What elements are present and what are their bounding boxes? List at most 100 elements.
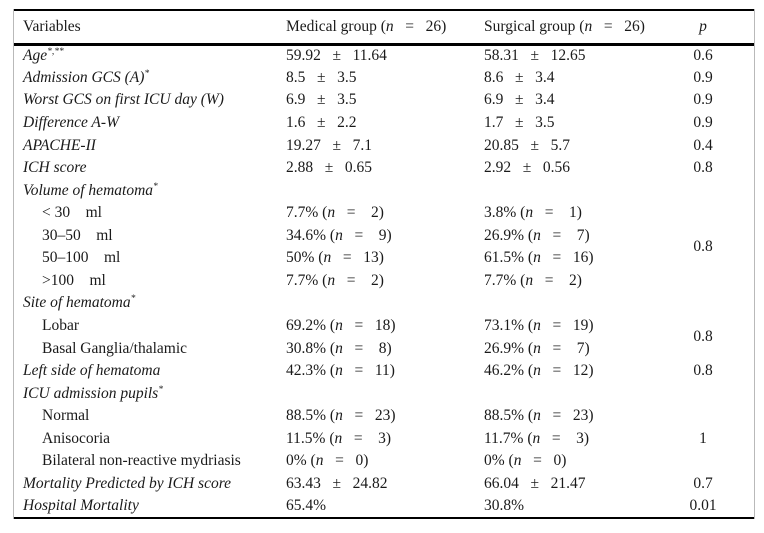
- table-row: Mortality Predicted by ICH score 63.43 ± …: [14, 473, 754, 496]
- p-value: 0.8: [693, 238, 713, 256]
- variable-label: Age*,**: [23, 46, 64, 65]
- surgical-group-value: 26.9% (n = 7): [484, 339, 590, 357]
- medical-group-value: 1.6 ± 2.2: [286, 113, 357, 131]
- table-row: Hospital Mortality 65.4% 30.8% 0.01: [14, 495, 754, 518]
- variable-label: >100 ml: [42, 271, 106, 289]
- medical-group-value: 7.7% (n = 2): [286, 271, 384, 289]
- table-row: Volume of hematoma*: [14, 179, 754, 202]
- surgical-group-value: [480, 179, 652, 202]
- col-header-p-value: p: [652, 10, 754, 46]
- variable-label: Anisocoria: [42, 429, 111, 447]
- medical-group-value: 30.8% (n = 8): [286, 339, 392, 357]
- col-header-medical-group: Medical group (n = 26): [282, 10, 480, 46]
- medical-group-value: 11.5% (n = 3): [286, 429, 392, 447]
- medical-group-value: 2.88 ± 0.65: [286, 159, 373, 177]
- variable-label: 50–100 ml: [42, 249, 121, 267]
- variable-label: < 30 ml: [42, 204, 102, 222]
- medical-group-value: [282, 382, 480, 405]
- surgical-group-value: 8.6 ± 3.4: [484, 68, 555, 86]
- medical-group-value: 6.9 ± 3.5: [286, 91, 357, 109]
- medical-group-value: [282, 292, 480, 315]
- table-body: Age*,** 59.92 ± 11.64 58.31 ± 12.65 0.6 Admi…: [14, 44, 754, 518]
- variable-label: Basal Ganglia/thalamic: [42, 339, 188, 357]
- header-row: Variables Medical group (n = 26) Surgica…: [14, 10, 754, 46]
- p-value: 0.9: [693, 68, 713, 86]
- p-value: [652, 292, 754, 315]
- surgical-group-value: [480, 382, 652, 405]
- medical-group-value: 63.43 ± 24.82: [286, 474, 388, 492]
- table-row: >100 ml 7.7% (n = 2) 7.7% (n = 2): [14, 270, 754, 293]
- surgical-group-value: 61.5% (n = 16): [484, 249, 594, 267]
- surgical-group-value: 6.9 ± 3.4: [484, 91, 555, 109]
- surgical-group-value: 58.31 ± 12.65: [484, 47, 586, 65]
- surgical-group-value: 88.5% (n = 23): [484, 407, 594, 425]
- table-row: Left side of hematoma 42.3% (n = 11) 46.2%…: [14, 360, 754, 383]
- medical-group-value: 8.5 ± 3.5: [286, 68, 357, 86]
- variable-label: Worst GCS on first ICU day (W): [23, 91, 224, 109]
- surgical-group-value: 26.9% (n = 7): [484, 226, 590, 244]
- surgical-group-value: 3.8% (n = 1): [484, 204, 582, 222]
- medical-group-value: 65.4%: [286, 497, 327, 515]
- footnote-marker: *: [158, 384, 163, 395]
- variable-label: ICH score: [23, 159, 87, 177]
- variable-label: APACHE-II: [23, 136, 96, 154]
- table-row: Site of hematoma*: [14, 292, 754, 315]
- variable-label: Bilateral non-reactive mydriasis: [42, 452, 241, 470]
- table-row: APACHE-II 19.27 ± 7.1 20.85 ± 5.7 0.4: [14, 134, 754, 157]
- surgical-group-value: 73.1% (n = 19): [484, 317, 594, 335]
- variable-label: Admission GCS (A)*: [23, 68, 150, 86]
- comparison-table: Variables Medical group (n = 26) Surgica…: [14, 9, 754, 519]
- p-value: 0.8: [693, 159, 713, 177]
- p-value: 0.9: [693, 113, 713, 131]
- footnote-marker: *: [153, 181, 158, 192]
- variable-label: Lobar: [42, 317, 80, 335]
- variable-label: Left side of hematoma: [23, 362, 161, 380]
- medical-group-value: [282, 179, 480, 202]
- p-value: 0.01: [689, 497, 717, 515]
- surgical-group-value: 20.85 ± 5.7: [484, 136, 571, 154]
- table-row: Anisocoria 11.5% (n = 3) 11.7% (n = 3): [14, 428, 754, 451]
- table-row: Normal 88.5% (n = 23) 88.5% (n = 23) 1: [14, 405, 754, 447]
- table-row: 30–50 ml 34.6% (n = 9) 26.9% (n = 7): [14, 225, 754, 248]
- table-header: Variables Medical group (n = 26) Surgica…: [14, 10, 754, 46]
- table-row: ICU admission pupils*: [14, 382, 754, 405]
- medical-group-value: 42.3% (n = 11): [286, 362, 395, 380]
- p-value: 0.9: [693, 91, 713, 109]
- variable-label: Normal: [42, 407, 90, 425]
- medical-group-value: 59.92 ± 11.64: [286, 47, 387, 65]
- surgical-group-value: 1.7 ± 3.5: [484, 113, 555, 131]
- variable-label: 30–50 ml: [42, 226, 113, 244]
- surgical-group-value: [480, 292, 652, 315]
- table-row: 50–100 ml 50% (n = 13) 61.5% (n = 16): [14, 247, 754, 270]
- variable-label: Hospital Mortality: [23, 497, 139, 515]
- footnote-marker: *: [144, 68, 150, 79]
- medical-group-value: 69.2% (n = 18): [286, 317, 396, 335]
- table-row: Lobar 69.2% (n = 18) 73.1% (n = 19) 0.8: [14, 315, 754, 345]
- variable-label: Difference A-W: [23, 113, 119, 131]
- medical-group-value: 0% (n = 0): [286, 452, 369, 470]
- footnote-marker: *: [130, 294, 136, 305]
- col-header-variables: Variables: [14, 10, 282, 46]
- table-row: Bilateral non-reactive mydriasis 0% (n = …: [14, 450, 754, 473]
- medical-group-value: 7.7% (n = 2): [286, 204, 384, 222]
- surgical-group-value: 0% (n = 0): [484, 452, 567, 470]
- medical-group-value: 34.6% (n = 9): [286, 226, 392, 244]
- variable-label: Volume of hematoma*: [23, 181, 158, 199]
- surgical-group-value: 46.2% (n = 12): [484, 362, 594, 380]
- table-row: Age*,** 59.92 ± 11.64 58.31 ± 12.65 0.6: [14, 44, 754, 67]
- p-value: [652, 382, 754, 405]
- table-row: < 30 ml 7.7% (n = 2) 3.8% (n = 1) 0.8: [14, 202, 754, 255]
- table-row: Difference A-W 1.6 ± 2.2 1.7 ± 3.5 0.9: [14, 112, 754, 135]
- medical-group-value: 19.27 ± 7.1: [286, 136, 373, 154]
- table-row: Basal Ganglia/thalamic 30.8% (n = 8) 26.9%…: [14, 337, 754, 360]
- surgical-group-value: 30.8%: [484, 497, 525, 515]
- surgical-group-value: 7.7% (n = 2): [484, 271, 582, 289]
- p-value: [652, 179, 754, 202]
- surgical-group-value: 66.04 ± 21.47: [484, 474, 586, 492]
- variable-label: Mortality Predicted by ICH score: [23, 474, 232, 492]
- p-value: 0.8: [693, 362, 713, 380]
- variable-label: Site of hematoma*: [23, 294, 136, 312]
- table-row: Admission GCS (A)* 8.5 ± 3.5 8.6 ± 3.4 0.9: [14, 67, 754, 90]
- p-value: 0.8: [693, 328, 713, 346]
- medical-group-value: 88.5% (n = 23): [286, 407, 396, 425]
